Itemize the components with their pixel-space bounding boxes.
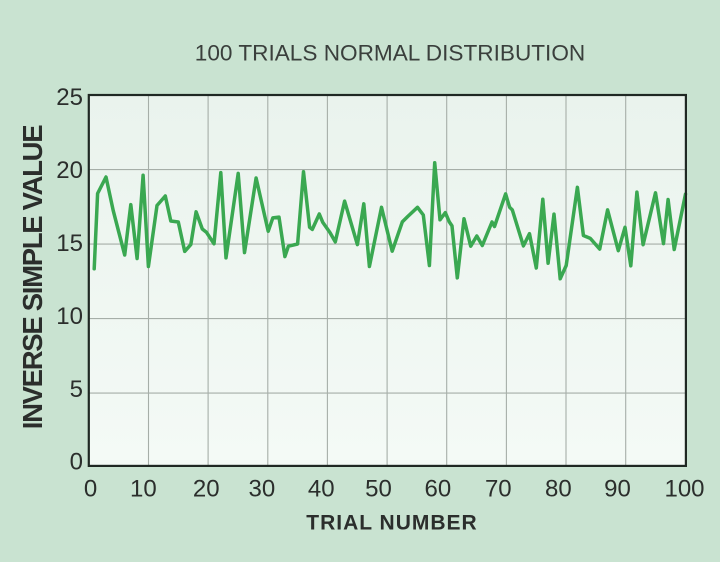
svg-text:INVERSE SIMPLE VALUE: INVERSE SIMPLE VALUE (17, 125, 48, 430)
svg-text:50: 50 (365, 475, 392, 502)
svg-text:80: 80 (545, 475, 572, 502)
svg-text:20: 20 (193, 475, 220, 502)
svg-text:20: 20 (56, 157, 83, 184)
svg-text:15: 15 (56, 230, 83, 257)
svg-text:60: 60 (425, 475, 452, 502)
svg-text:0: 0 (70, 449, 83, 476)
svg-text:10: 10 (130, 475, 157, 502)
svg-text:TRIAL NUMBER: TRIAL NUMBER (306, 512, 477, 535)
svg-text:70: 70 (485, 475, 512, 502)
svg-text:90: 90 (604, 475, 631, 502)
svg-text:100: 100 (664, 475, 704, 502)
svg-text:100 TRIALS NORMAL DISTRIBUTION: 100 TRIALS NORMAL DISTRIBUTION (195, 41, 585, 66)
svg-text:5: 5 (70, 376, 83, 403)
svg-text:40: 40 (308, 475, 335, 502)
svg-text:10: 10 (56, 303, 83, 330)
svg-text:0: 0 (84, 475, 97, 502)
svg-text:30: 30 (249, 475, 276, 502)
svg-text:25: 25 (56, 84, 83, 111)
